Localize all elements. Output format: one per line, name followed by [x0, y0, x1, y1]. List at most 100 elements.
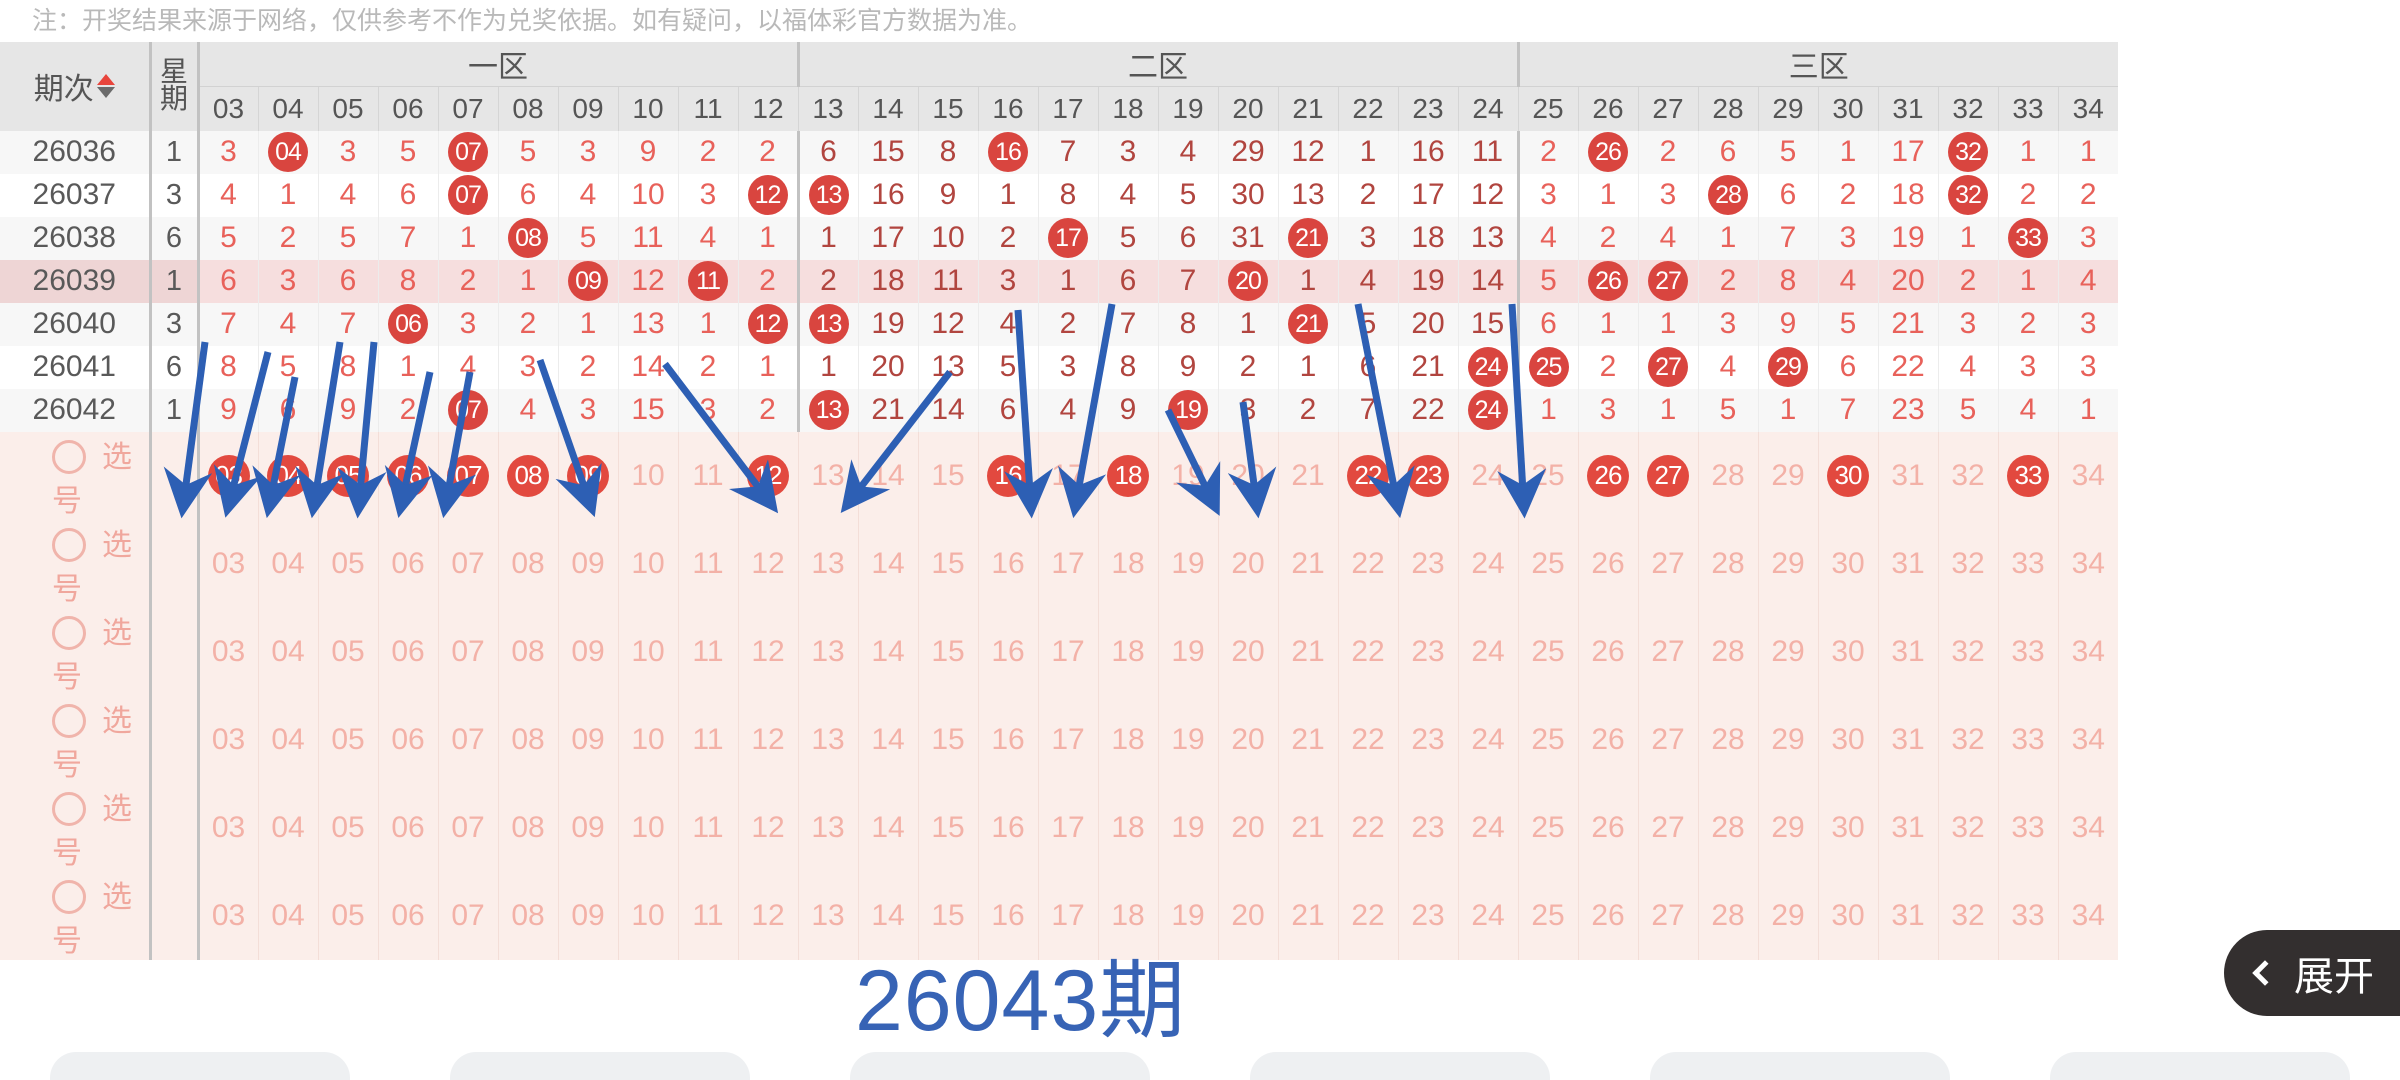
selectable-number-cell[interactable]: 17	[1037, 783, 1098, 872]
selectable-number-cell[interactable]: 26	[1577, 519, 1638, 608]
selectable-number-cell[interactable]: 21	[1277, 607, 1338, 696]
selectable-number-cell[interactable]: 08	[497, 783, 558, 872]
selectable-number-cell[interactable]: 15	[917, 695, 978, 784]
selectable-number-cell[interactable]: 06	[377, 783, 438, 872]
selectable-number-cell[interactable]: 23	[1397, 783, 1458, 872]
selectable-number-cell[interactable]: 27	[1637, 783, 1698, 872]
selected-number-cell[interactable]: 33	[1997, 431, 2058, 520]
selected-ball[interactable]: 26	[1587, 454, 1629, 497]
selectable-number-cell[interactable]: 24	[1457, 607, 1518, 696]
selected-ball[interactable]: 18	[1107, 454, 1149, 497]
selectable-number-cell[interactable]: 11	[677, 519, 738, 608]
sort-arrows-icon[interactable]	[96, 74, 115, 99]
selectable-number-cell[interactable]: 28	[1697, 783, 1758, 872]
selectable-number-cell[interactable]: 19	[1157, 431, 1218, 520]
selectable-number-cell[interactable]: 04	[257, 871, 318, 960]
selectable-number-cell[interactable]: 03	[197, 695, 258, 784]
selected-ball[interactable]: 06	[387, 454, 429, 497]
radio-icon[interactable]	[52, 527, 86, 562]
selectable-number-cell[interactable]: 20	[1217, 871, 1278, 960]
selectable-number-cell[interactable]: 16	[977, 519, 1038, 608]
selectable-number-cell[interactable]: 27	[1637, 607, 1698, 696]
selected-number-cell[interactable]: 27	[1637, 431, 1698, 520]
selected-ball[interactable]: 09	[567, 454, 609, 497]
row-period[interactable]: 26038	[0, 216, 152, 260]
row-period[interactable]: 26036	[0, 130, 152, 174]
selected-number-cell[interactable]: 30	[1817, 431, 1878, 520]
selectable-number-cell[interactable]: 12	[737, 607, 798, 696]
selectable-number-cell[interactable]: 18	[1097, 607, 1158, 696]
selectable-number-cell[interactable]: 32	[1937, 519, 1998, 608]
selected-number-cell[interactable]: 18	[1097, 431, 1158, 520]
selectable-number-cell[interactable]: 05	[317, 519, 378, 608]
selectable-number-cell[interactable]: 10	[617, 783, 678, 872]
selectable-number-cell[interactable]: 24	[1457, 783, 1518, 872]
column-header-22[interactable]: 22	[1337, 86, 1398, 131]
selectable-number-cell[interactable]: 32	[1937, 783, 1998, 872]
selectable-number-cell[interactable]: 17	[1037, 519, 1098, 608]
column-header-04[interactable]: 04	[257, 86, 318, 131]
selectable-number-cell[interactable]: 24	[1457, 519, 1518, 608]
selectable-number-cell[interactable]: 30	[1817, 783, 1878, 872]
selectable-number-cell[interactable]: 33	[1997, 783, 2058, 872]
radio-icon[interactable]	[52, 703, 86, 738]
selected-number-cell[interactable]: 03	[197, 431, 258, 520]
row-period[interactable]: 26040	[0, 302, 152, 346]
selectable-number-cell[interactable]: 08	[497, 519, 558, 608]
selected-number-cell[interactable]: 05	[317, 431, 378, 520]
column-header-34[interactable]: 34	[2057, 86, 2118, 131]
radio-icon[interactable]	[52, 615, 86, 650]
column-header-29[interactable]: 29	[1757, 86, 1818, 131]
selectable-number-cell[interactable]: 07	[437, 871, 498, 960]
selected-ball[interactable]: 08	[507, 454, 549, 497]
select-row-toggle[interactable]: 选号	[0, 783, 152, 872]
selected-number-cell[interactable]: 09	[557, 431, 618, 520]
column-header-28[interactable]: 28	[1697, 86, 1758, 131]
selected-number-cell[interactable]: 26	[1577, 431, 1638, 520]
selectable-number-cell[interactable]: 34	[2057, 519, 2118, 608]
period-header[interactable]: 期次	[0, 42, 152, 131]
selected-number-cell[interactable]: 12	[737, 431, 798, 520]
selectable-number-cell[interactable]: 25	[1517, 695, 1578, 784]
expand-button[interactable]: 展开	[2224, 930, 2400, 1016]
selectable-number-cell[interactable]: 21	[1277, 695, 1338, 784]
column-header-09[interactable]: 09	[557, 86, 618, 131]
selectable-number-cell[interactable]: 19	[1157, 519, 1218, 608]
column-header-23[interactable]: 23	[1397, 86, 1458, 131]
selected-number-cell[interactable]: 06	[377, 431, 438, 520]
selectable-number-cell[interactable]: 15	[917, 519, 978, 608]
radio-icon[interactable]	[52, 439, 86, 474]
selectable-number-cell[interactable]: 19	[1157, 607, 1218, 696]
selectable-number-cell[interactable]: 15	[917, 431, 978, 520]
table-row[interactable]: 26042 1 9 6 9 2 07 4 3 15 3 2 13 21 14 6 4 9 19 3 2 7 22 24 1 3 1 5…	[0, 388, 2118, 432]
selectable-number-cell[interactable]: 10	[617, 871, 678, 960]
column-header-16[interactable]: 16	[977, 86, 1038, 131]
selectable-number-cell[interactable]: 08	[497, 695, 558, 784]
selectable-number-cell[interactable]: 32	[1937, 607, 1998, 696]
select-row-toggle[interactable]: 选号	[0, 607, 152, 696]
selectable-number-cell[interactable]: 20	[1217, 607, 1278, 696]
selected-number-cell[interactable]: 23	[1397, 431, 1458, 520]
selectable-number-cell[interactable]: 21	[1277, 519, 1338, 608]
selectable-number-cell[interactable]: 30	[1817, 519, 1878, 608]
selected-ball[interactable]: 30	[1827, 454, 1869, 497]
column-header-30[interactable]: 30	[1817, 86, 1878, 131]
selectable-number-cell[interactable]: 32	[1937, 695, 1998, 784]
column-header-24[interactable]: 24	[1457, 86, 1518, 131]
selectable-number-cell[interactable]: 28	[1697, 695, 1758, 784]
selectable-number-cell[interactable]: 21	[1277, 431, 1338, 520]
selectable-number-cell[interactable]: 34	[2057, 695, 2118, 784]
selectable-number-cell[interactable]: 28	[1697, 871, 1758, 960]
column-header-21[interactable]: 21	[1277, 86, 1338, 131]
selectable-number-cell[interactable]: 29	[1757, 871, 1818, 960]
column-header-15[interactable]: 15	[917, 86, 978, 131]
selectable-number-cell[interactable]: 15	[917, 871, 978, 960]
select-row[interactable]: 选号 03 04 05 06 07 08 09 10 11 12 13 14 15 16 17 18 19 20 21…	[0, 519, 2118, 608]
select-row[interactable]: 选号 03 04 05 06 07 08 09 10 11 12 13 14 15 16 17 18 19 20 21…	[0, 607, 2118, 696]
selected-ball[interactable]: 27	[1647, 454, 1689, 497]
select-row[interactable]: 选号 03 04 05 06 07 08 09 10 11 12 13 14 15 16 17 18 19 20 21…	[0, 431, 2118, 520]
selectable-number-cell[interactable]: 24	[1457, 871, 1518, 960]
selectable-number-cell[interactable]: 34	[2057, 783, 2118, 872]
select-row[interactable]: 选号 03 04 05 06 07 08 09 10 11 12 13 14 15 16 17 18 19 20 21…	[0, 695, 2118, 784]
selectable-number-cell[interactable]: 28	[1697, 607, 1758, 696]
